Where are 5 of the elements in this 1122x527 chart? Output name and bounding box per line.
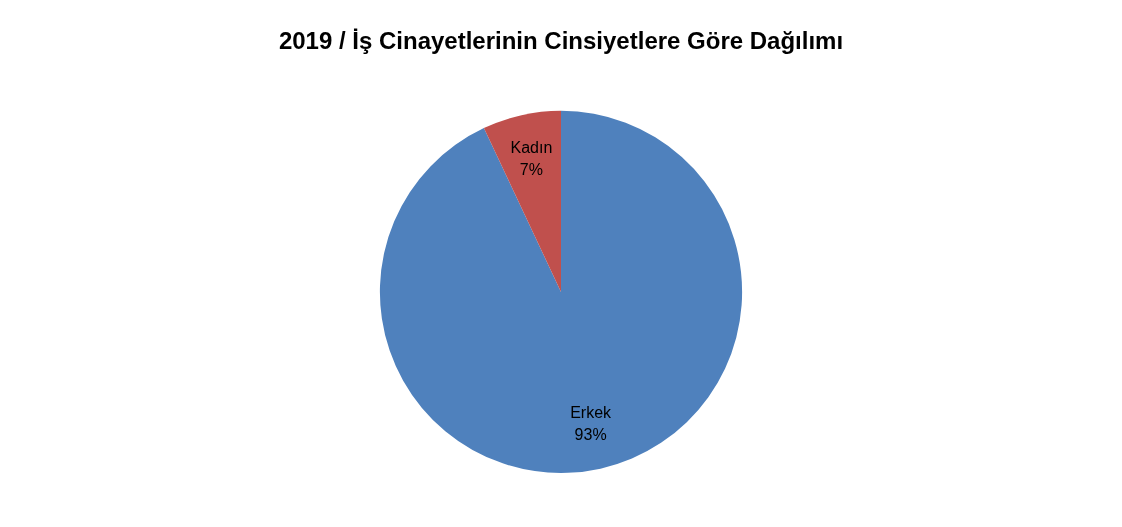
slice-label: Kadın: [510, 138, 553, 156]
data-label: 93%: [574, 425, 607, 443]
data-label: 7%: [519, 160, 543, 178]
slice-label: Erkek: [570, 403, 613, 421]
chart-title: 2019 / İş Cinayetlerinin Cinsiyetlere Göre Dağılımı: [278, 27, 844, 55]
